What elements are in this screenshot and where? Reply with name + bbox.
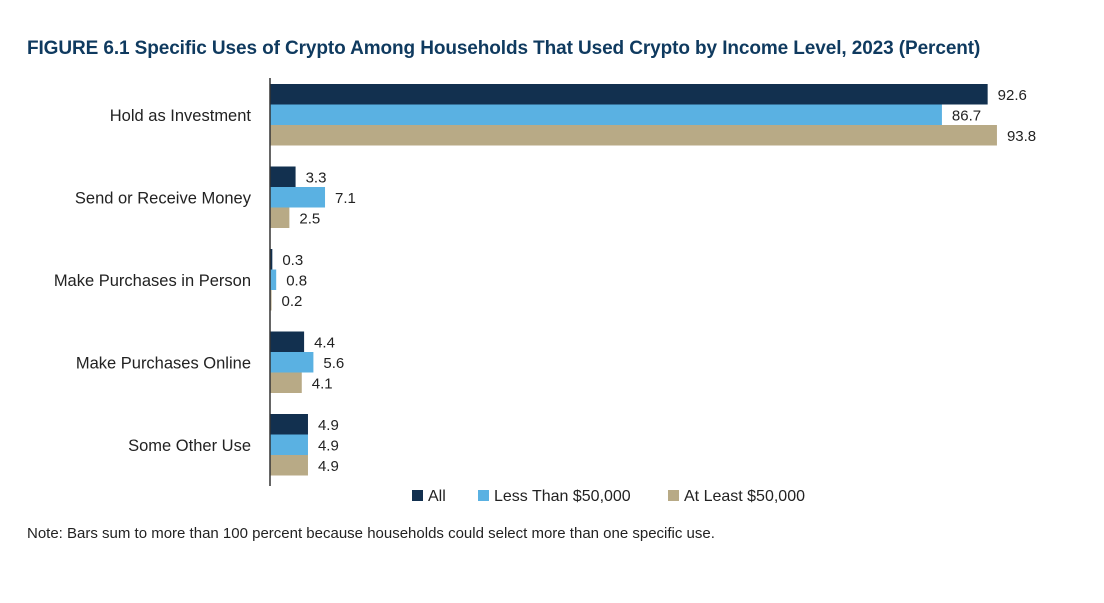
value-label-less_than_50k-make-purchases-in-person: 0.8 <box>286 272 307 289</box>
bar-at_least_50k-send-or-receive-money <box>270 207 290 228</box>
value-label-all-send-or-receive-money: 3.3 <box>306 169 327 186</box>
value-label-at_least_50k-make-purchases-in-person: 0.2 <box>282 293 303 310</box>
legend-label-all: All <box>428 488 446 505</box>
value-label-all-some-other-use: 4.9 <box>318 417 339 434</box>
value-label-at_least_50k-send-or-receive-money: 2.5 <box>299 210 320 227</box>
value-label-less_than_50k-some-other-use: 4.9 <box>318 437 339 454</box>
bar-at_least_50k-make-purchases-in-person <box>270 290 272 311</box>
bar-all-send-or-receive-money <box>270 166 296 187</box>
value-label-all-make-purchases-in-person: 0.3 <box>282 252 303 269</box>
category-label-make-purchases-online: Make Purchases Online <box>76 354 251 372</box>
value-label-at_least_50k-make-purchases-online: 4.1 <box>312 375 333 392</box>
bar-less_than_50k-some-other-use <box>270 434 308 455</box>
legend-label-less_than_50k: Less Than $50,000 <box>494 488 631 505</box>
value-label-all-hold-as-investment: 92.6 <box>998 87 1027 104</box>
category-label-send-or-receive-money: Send or Receive Money <box>75 189 252 207</box>
figure-note: Note: Bars sum to more than 100 percent … <box>27 525 715 542</box>
category-label-make-purchases-in-person: Make Purchases in Person <box>54 272 251 290</box>
value-label-less_than_50k-send-or-receive-money: 7.1 <box>335 190 356 207</box>
value-label-at_least_50k-hold-as-investment: 93.8 <box>1007 128 1036 145</box>
bar-all-make-purchases-online <box>270 331 305 352</box>
legend-swatch-all <box>412 490 423 501</box>
bar-less_than_50k-send-or-receive-money <box>270 187 326 208</box>
bar-all-hold-as-investment <box>270 84 988 105</box>
bar-less_than_50k-hold-as-investment <box>270 104 942 125</box>
bar-at_least_50k-make-purchases-online <box>270 372 302 393</box>
category-labels-layer: Hold as Investment Send or Receive Money M… <box>54 107 252 455</box>
category-label-hold-as-investment: Hold as Investment <box>110 107 252 125</box>
bar-at_least_50k-some-other-use <box>270 455 308 476</box>
legend-swatch-less_than_50k <box>478 490 489 501</box>
legend-label-at_least_50k: At Least $50,000 <box>684 488 805 505</box>
bars-layer <box>270 84 997 476</box>
legend: All Less Than $50,000 At Least $50,000 <box>412 488 805 505</box>
bar-chart: 92.6 86.7 93.8 3.3 7.1 2.5 0.3 0.8 0.2 4.4 5.6 4.1 4… <box>54 78 1037 505</box>
value-label-at_least_50k-some-other-use: 4.9 <box>318 458 339 475</box>
bar-less_than_50k-make-purchases-online <box>270 352 314 373</box>
figure-title: FIGURE 6.1 Specific Uses of Crypto Among… <box>27 38 981 59</box>
bar-all-some-other-use <box>270 414 308 435</box>
value-label-less_than_50k-make-purchases-online: 5.6 <box>323 355 344 372</box>
value-label-less_than_50k-hold-as-investment: 86.7 <box>952 107 981 124</box>
value-labels-layer: 92.6 86.7 93.8 3.3 7.1 2.5 0.3 0.8 0.2 4.4 5.6 4.1 4… <box>282 87 1037 475</box>
category-label-some-other-use: Some Other Use <box>128 437 251 455</box>
bar-less_than_50k-make-purchases-in-person <box>270 269 277 290</box>
value-label-all-make-purchases-online: 4.4 <box>314 334 335 351</box>
bar-at_least_50k-hold-as-investment <box>270 125 997 146</box>
bar-all-make-purchases-in-person <box>270 249 273 270</box>
legend-swatch-at_least_50k <box>668 490 679 501</box>
